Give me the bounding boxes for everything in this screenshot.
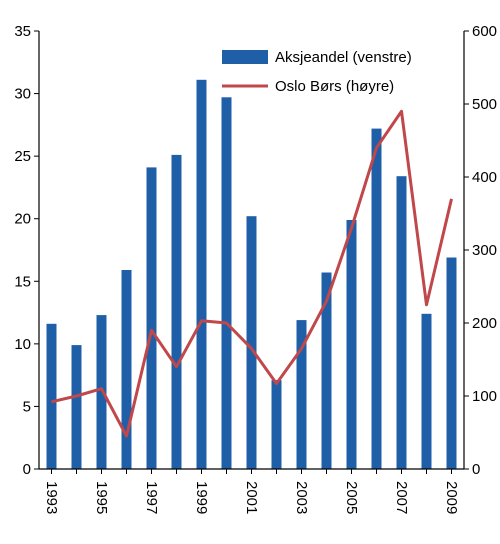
x-tick-label: 2009 [443, 481, 460, 514]
bar-2004 [321, 272, 332, 469]
bar-2005 [346, 220, 357, 469]
right-y-ticks: 0 100 200 300 400 500 600 [464, 23, 497, 478]
line-series [51, 109, 453, 438]
right-tick-label: 0 [472, 461, 480, 478]
x-tick-label: 1997 [143, 481, 160, 514]
bar-2002 [271, 380, 282, 469]
right-tick-label: 400 [472, 169, 497, 186]
bar-1993 [46, 323, 57, 469]
bar-series [46, 79, 457, 470]
x-ticks: 1993 1995 1997 1999 2001 2003 2005 2007 2009 [43, 469, 460, 514]
left-tick-label: 5 [23, 398, 31, 415]
right-tick-label: 200 [472, 315, 497, 332]
x-tick-label: 1999 [193, 481, 210, 514]
bar-1999 [196, 79, 207, 470]
left-tick-label: 15 [14, 273, 31, 290]
bar-2000 [221, 97, 232, 470]
right-tick-label: 600 [472, 23, 497, 40]
bar-2003 [296, 320, 307, 469]
legend: Aksjeandel (venstre) Oslo Børs (høyre) [222, 49, 412, 95]
bar-1996 [121, 270, 132, 469]
x-tick-label: 2003 [293, 481, 310, 514]
legend-label-bar: Aksjeandel (venstre) [275, 49, 412, 66]
left-tick-label: 25 [14, 148, 31, 165]
legend-label-line: Oslo Børs (høyre) [275, 78, 394, 95]
legend-swatch-bar [222, 50, 268, 64]
left-tick-label: 0 [23, 461, 31, 478]
left-y-ticks: 0 5 10 15 20 25 30 35 [14, 23, 39, 478]
left-tick-label: 10 [14, 336, 31, 353]
bar-2001 [246, 216, 257, 469]
x-tick-label: 1993 [43, 481, 60, 514]
right-tick-label: 500 [472, 96, 497, 113]
bar-2009 [446, 257, 457, 469]
right-tick-label: 300 [472, 242, 497, 259]
bar-2006 [371, 128, 382, 469]
bar-1998 [171, 154, 182, 469]
bar-1994 [71, 345, 82, 469]
x-tick-label: 2005 [343, 481, 360, 514]
bar-1995 [96, 315, 107, 469]
right-tick-label: 100 [472, 388, 497, 405]
x-tick-label: 1995 [93, 481, 110, 514]
bar-1997 [146, 167, 157, 469]
bar-2007 [396, 176, 407, 469]
left-tick-label: 20 [14, 211, 31, 228]
left-tick-label: 30 [14, 86, 31, 103]
x-tick-label: 2001 [243, 481, 260, 514]
left-tick-label: 35 [14, 23, 31, 40]
bar-2008 [421, 313, 432, 469]
x-tick-label: 2007 [393, 481, 410, 514]
